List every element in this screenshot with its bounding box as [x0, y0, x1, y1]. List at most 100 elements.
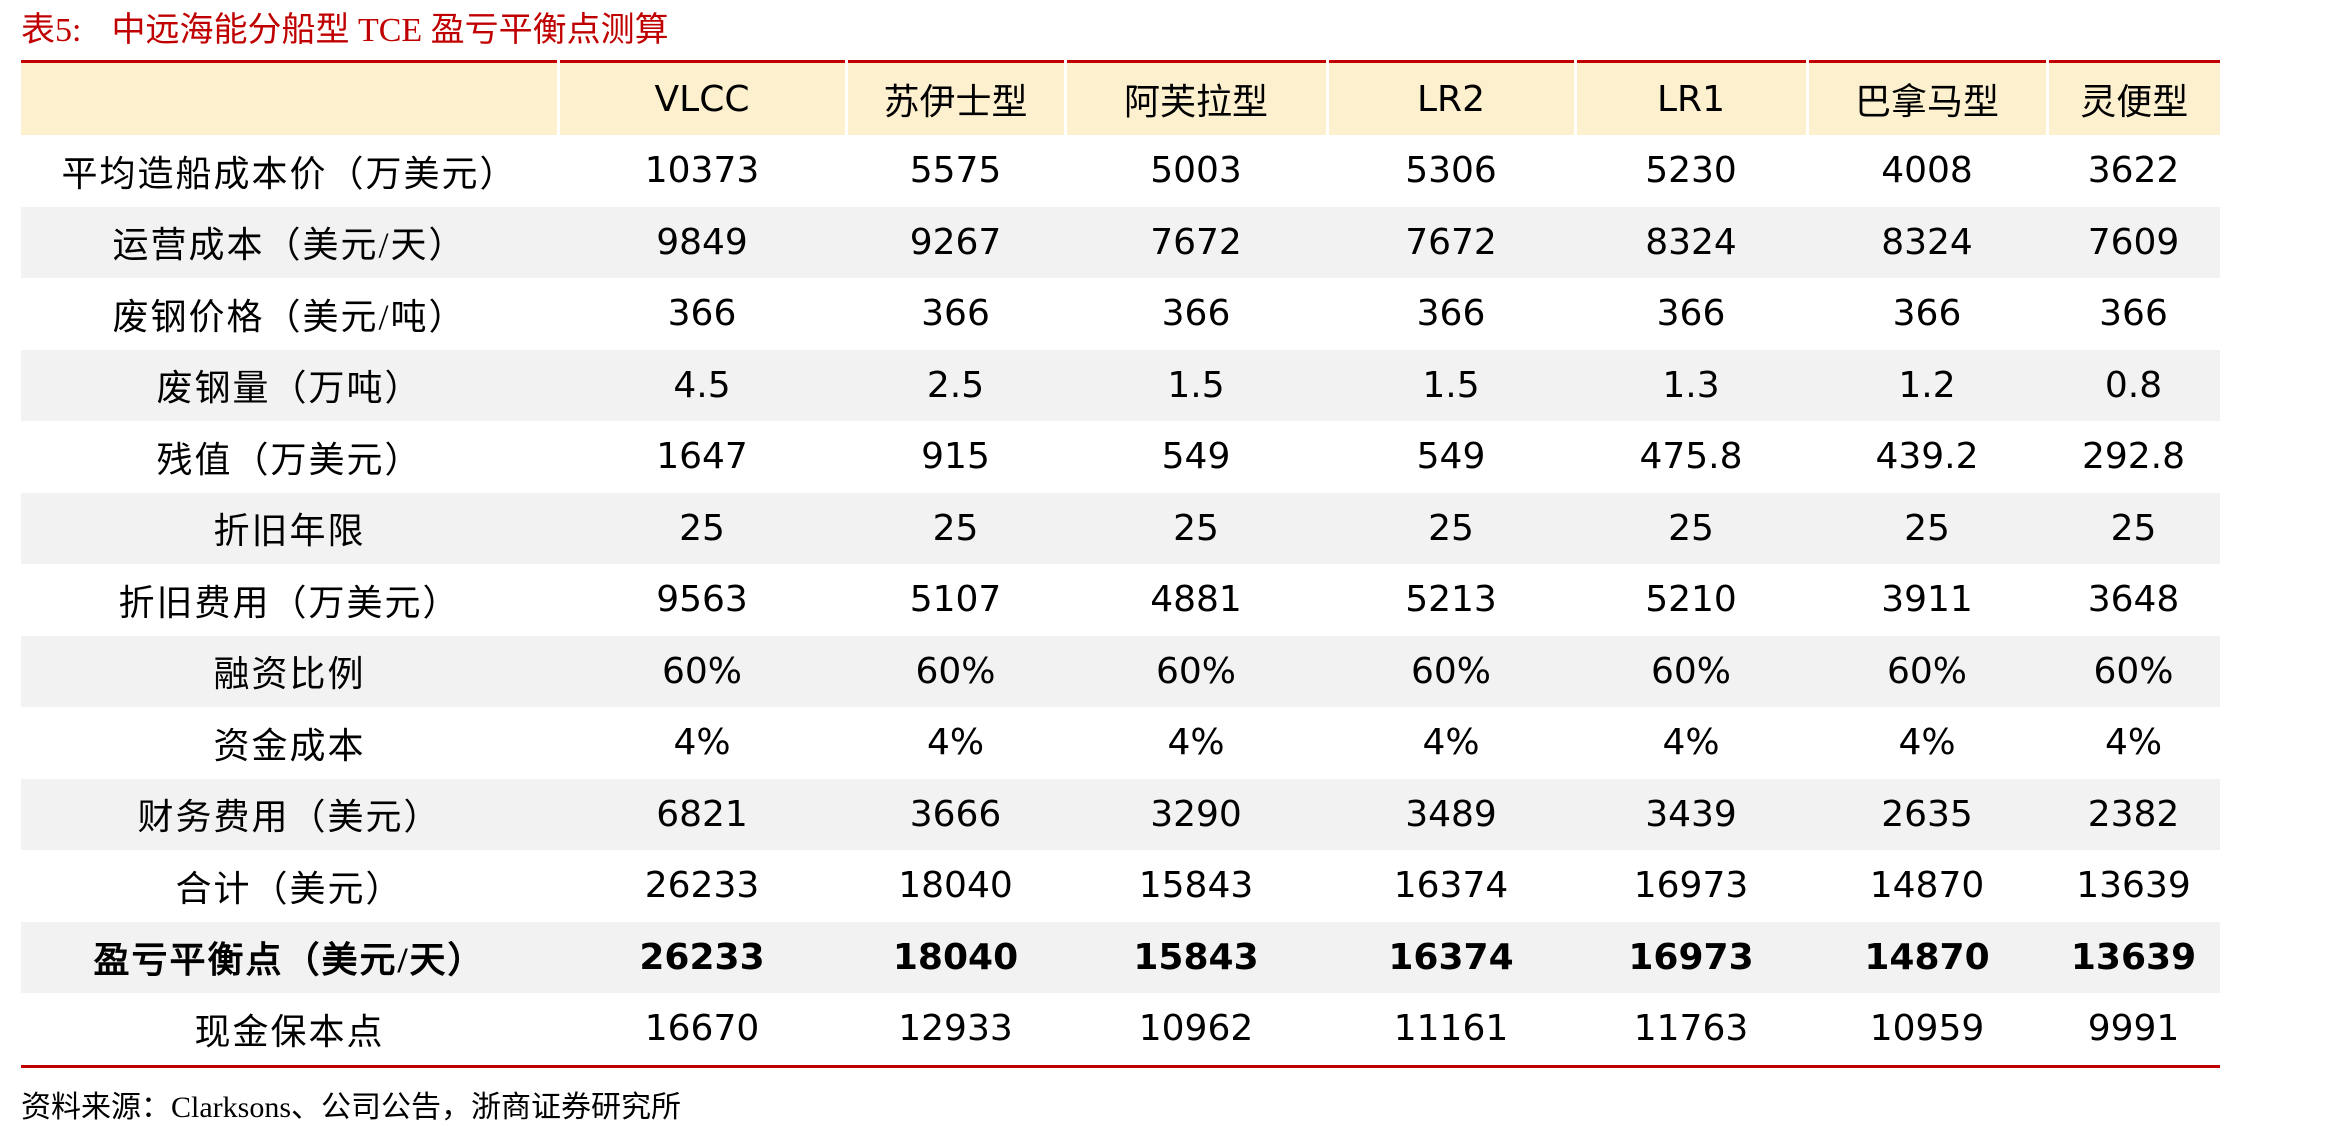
table-row: 废钢量（万吨） 4.5 2.5 1.5 1.5 1.3 1.2 0.8 — [21, 349, 2220, 421]
cell: 5107 — [909, 579, 1002, 621]
cell: 4% — [926, 722, 985, 764]
cell: 16374 — [1393, 865, 1509, 907]
column-header: 苏伊士型 — [844, 61, 1065, 135]
cell: 366 — [667, 293, 737, 335]
cell: 4% — [1422, 722, 1480, 764]
table-row: 合计（美元） 26233 18040 15843 16374 16973 14870 1363… — [21, 850, 2220, 922]
cell: 18040 — [898, 865, 1013, 907]
cell: 4% — [673, 722, 731, 764]
row-label: 折旧费用（万美元） — [118, 582, 461, 623]
cell: 14870 — [1807, 921, 2047, 993]
cell: 2382 — [2047, 778, 2220, 850]
cell: 11161 — [1393, 1008, 1509, 1050]
cell: 15843 — [1138, 865, 1254, 907]
cell: 10373 — [644, 150, 760, 192]
cell: 3911 — [1881, 579, 1973, 621]
cell: 13639 — [2076, 865, 2191, 907]
table-row: 资金成本 4% 4% 4% 4% 4% 4% 4% — [21, 707, 2220, 779]
cell: 11763 — [1633, 1008, 1749, 1050]
cell: 3622 — [2087, 150, 2180, 192]
row-label: 残值（万美元） — [156, 439, 423, 480]
column-header: 巴拿马型 — [1805, 61, 2047, 135]
cell: 26233 — [644, 865, 760, 907]
cell: 7609 — [2047, 206, 2220, 278]
title: 表5: 中远海能分船型 TCE 盈亏平衡点测算 — [21, 2, 699, 51]
cell: 292.8 — [2081, 436, 2186, 478]
cell: 5003 — [1150, 150, 1242, 192]
cell: 8324 — [1575, 206, 1807, 278]
cell: 25 — [1327, 492, 1575, 564]
table-row: 运营成本（美元/天） 9849 9267 7672 7672 8324 8324 7609 — [21, 206, 2220, 278]
cell: 2635 — [1807, 778, 2047, 850]
cell: 26233 — [558, 921, 846, 993]
cell: 10959 — [1869, 1008, 1985, 1050]
cell: 25 — [2047, 492, 2220, 564]
column-header: LR2 — [1325, 61, 1575, 135]
table-body: 平均造船成本价（万美元） 10373 5575 5003 5306 5230 4008 362… — [21, 135, 2220, 1066]
cell: 366 — [2099, 293, 2168, 335]
cell: 60% — [1327, 635, 1575, 707]
cell: 25 — [1807, 492, 2047, 564]
row-label: 盈亏平衡点（美元/天） — [21, 921, 558, 993]
cell: 4% — [1662, 722, 1720, 764]
cell: 4.5 — [558, 349, 846, 421]
cell: 13639 — [2047, 921, 2220, 993]
cell: 366 — [1656, 293, 1726, 335]
cell: 9991 — [2087, 1008, 2180, 1050]
cell: 366 — [1892, 293, 1962, 335]
table-row: 折旧年限 25 25 25 25 25 25 25 — [21, 492, 2220, 564]
cell: 25 — [558, 492, 846, 564]
data-table: VLCC 苏伊士型 阿芙拉型 LR2 LR1 巴拿马型 灵便型 平均造船成本价（万美元） 10… — [21, 60, 2220, 1068]
cell: 1.2 — [1807, 349, 2047, 421]
cell: 3666 — [846, 778, 1065, 850]
cell: 60% — [1807, 635, 2047, 707]
table-row: 残值（万美元） 1647 915 549 549 475.8 439.2 292.8 — [21, 421, 2220, 493]
table-row: 折旧费用（万美元） 9563 5107 4881 5213 5210 3911 3648 — [21, 564, 2220, 636]
cell: 16374 — [1327, 921, 1575, 993]
cell: 7672 — [1065, 206, 1327, 278]
table-row: 现金保本点 16670 12933 10962 11161 11763 10959 9991 — [21, 993, 2220, 1066]
cell: 3439 — [1575, 778, 1807, 850]
cell: 4% — [2104, 722, 2163, 764]
cell: 549 — [1416, 436, 1486, 478]
cell: 4881 — [1150, 579, 1242, 621]
cell: 366 — [1161, 293, 1231, 335]
cell: 60% — [1575, 635, 1807, 707]
cell: 3489 — [1327, 778, 1575, 850]
cell: 9563 — [656, 579, 748, 621]
cell: 60% — [846, 635, 1065, 707]
row-label: 废钢量（万吨） — [21, 349, 558, 421]
cell: 5575 — [909, 150, 1002, 192]
cell: 4% — [1898, 722, 1956, 764]
cell: 4% — [1167, 722, 1225, 764]
cell: 16670 — [644, 1008, 760, 1050]
cell: 14870 — [1869, 865, 1985, 907]
row-label: 废钢价格（美元/吨） — [112, 296, 467, 337]
cell: 4008 — [1881, 150, 1973, 192]
table-row: 融资比例 60% 60% 60% 60% 60% 60% 60% — [21, 635, 2220, 707]
cell: 15843 — [1065, 921, 1327, 993]
corner-cell — [21, 61, 558, 135]
source-note: 资料来源：Clarksons、公司公告，浙商证券研究所 — [21, 1091, 681, 1124]
row-label: 折旧年限 — [21, 492, 558, 564]
row-label: 平均造船成本价（万美元） — [61, 153, 518, 194]
cell: 1647 — [656, 436, 748, 478]
cell: 9267 — [846, 206, 1065, 278]
row-label: 现金保本点 — [194, 1011, 385, 1052]
table-row: 废钢价格（美元/吨） 366 366 366 366 366 366 366 — [21, 278, 2220, 350]
cell: 10962 — [1138, 1008, 1254, 1050]
column-header: 灵便型 — [2045, 61, 2220, 135]
cell: 16973 — [1633, 865, 1749, 907]
cell: 475.8 — [1639, 436, 1743, 478]
column-header: 阿芙拉型 — [1063, 61, 1327, 135]
cell: 3648 — [2087, 579, 2180, 621]
cell: 7672 — [1327, 206, 1575, 278]
row-label: 合计（美元） — [175, 868, 404, 909]
table-title: 中远海能分船型 TCE 盈亏平衡点测算 — [111, 12, 669, 49]
row-label: 财务费用（美元） — [21, 778, 558, 850]
header-row: VLCC 苏伊士型 阿芙拉型 LR2 LR1 巴拿马型 灵便型 — [21, 61, 2220, 135]
cell: 12933 — [898, 1008, 1013, 1050]
row-label: 资金成本 — [213, 725, 366, 766]
cell: 1.3 — [1575, 349, 1807, 421]
